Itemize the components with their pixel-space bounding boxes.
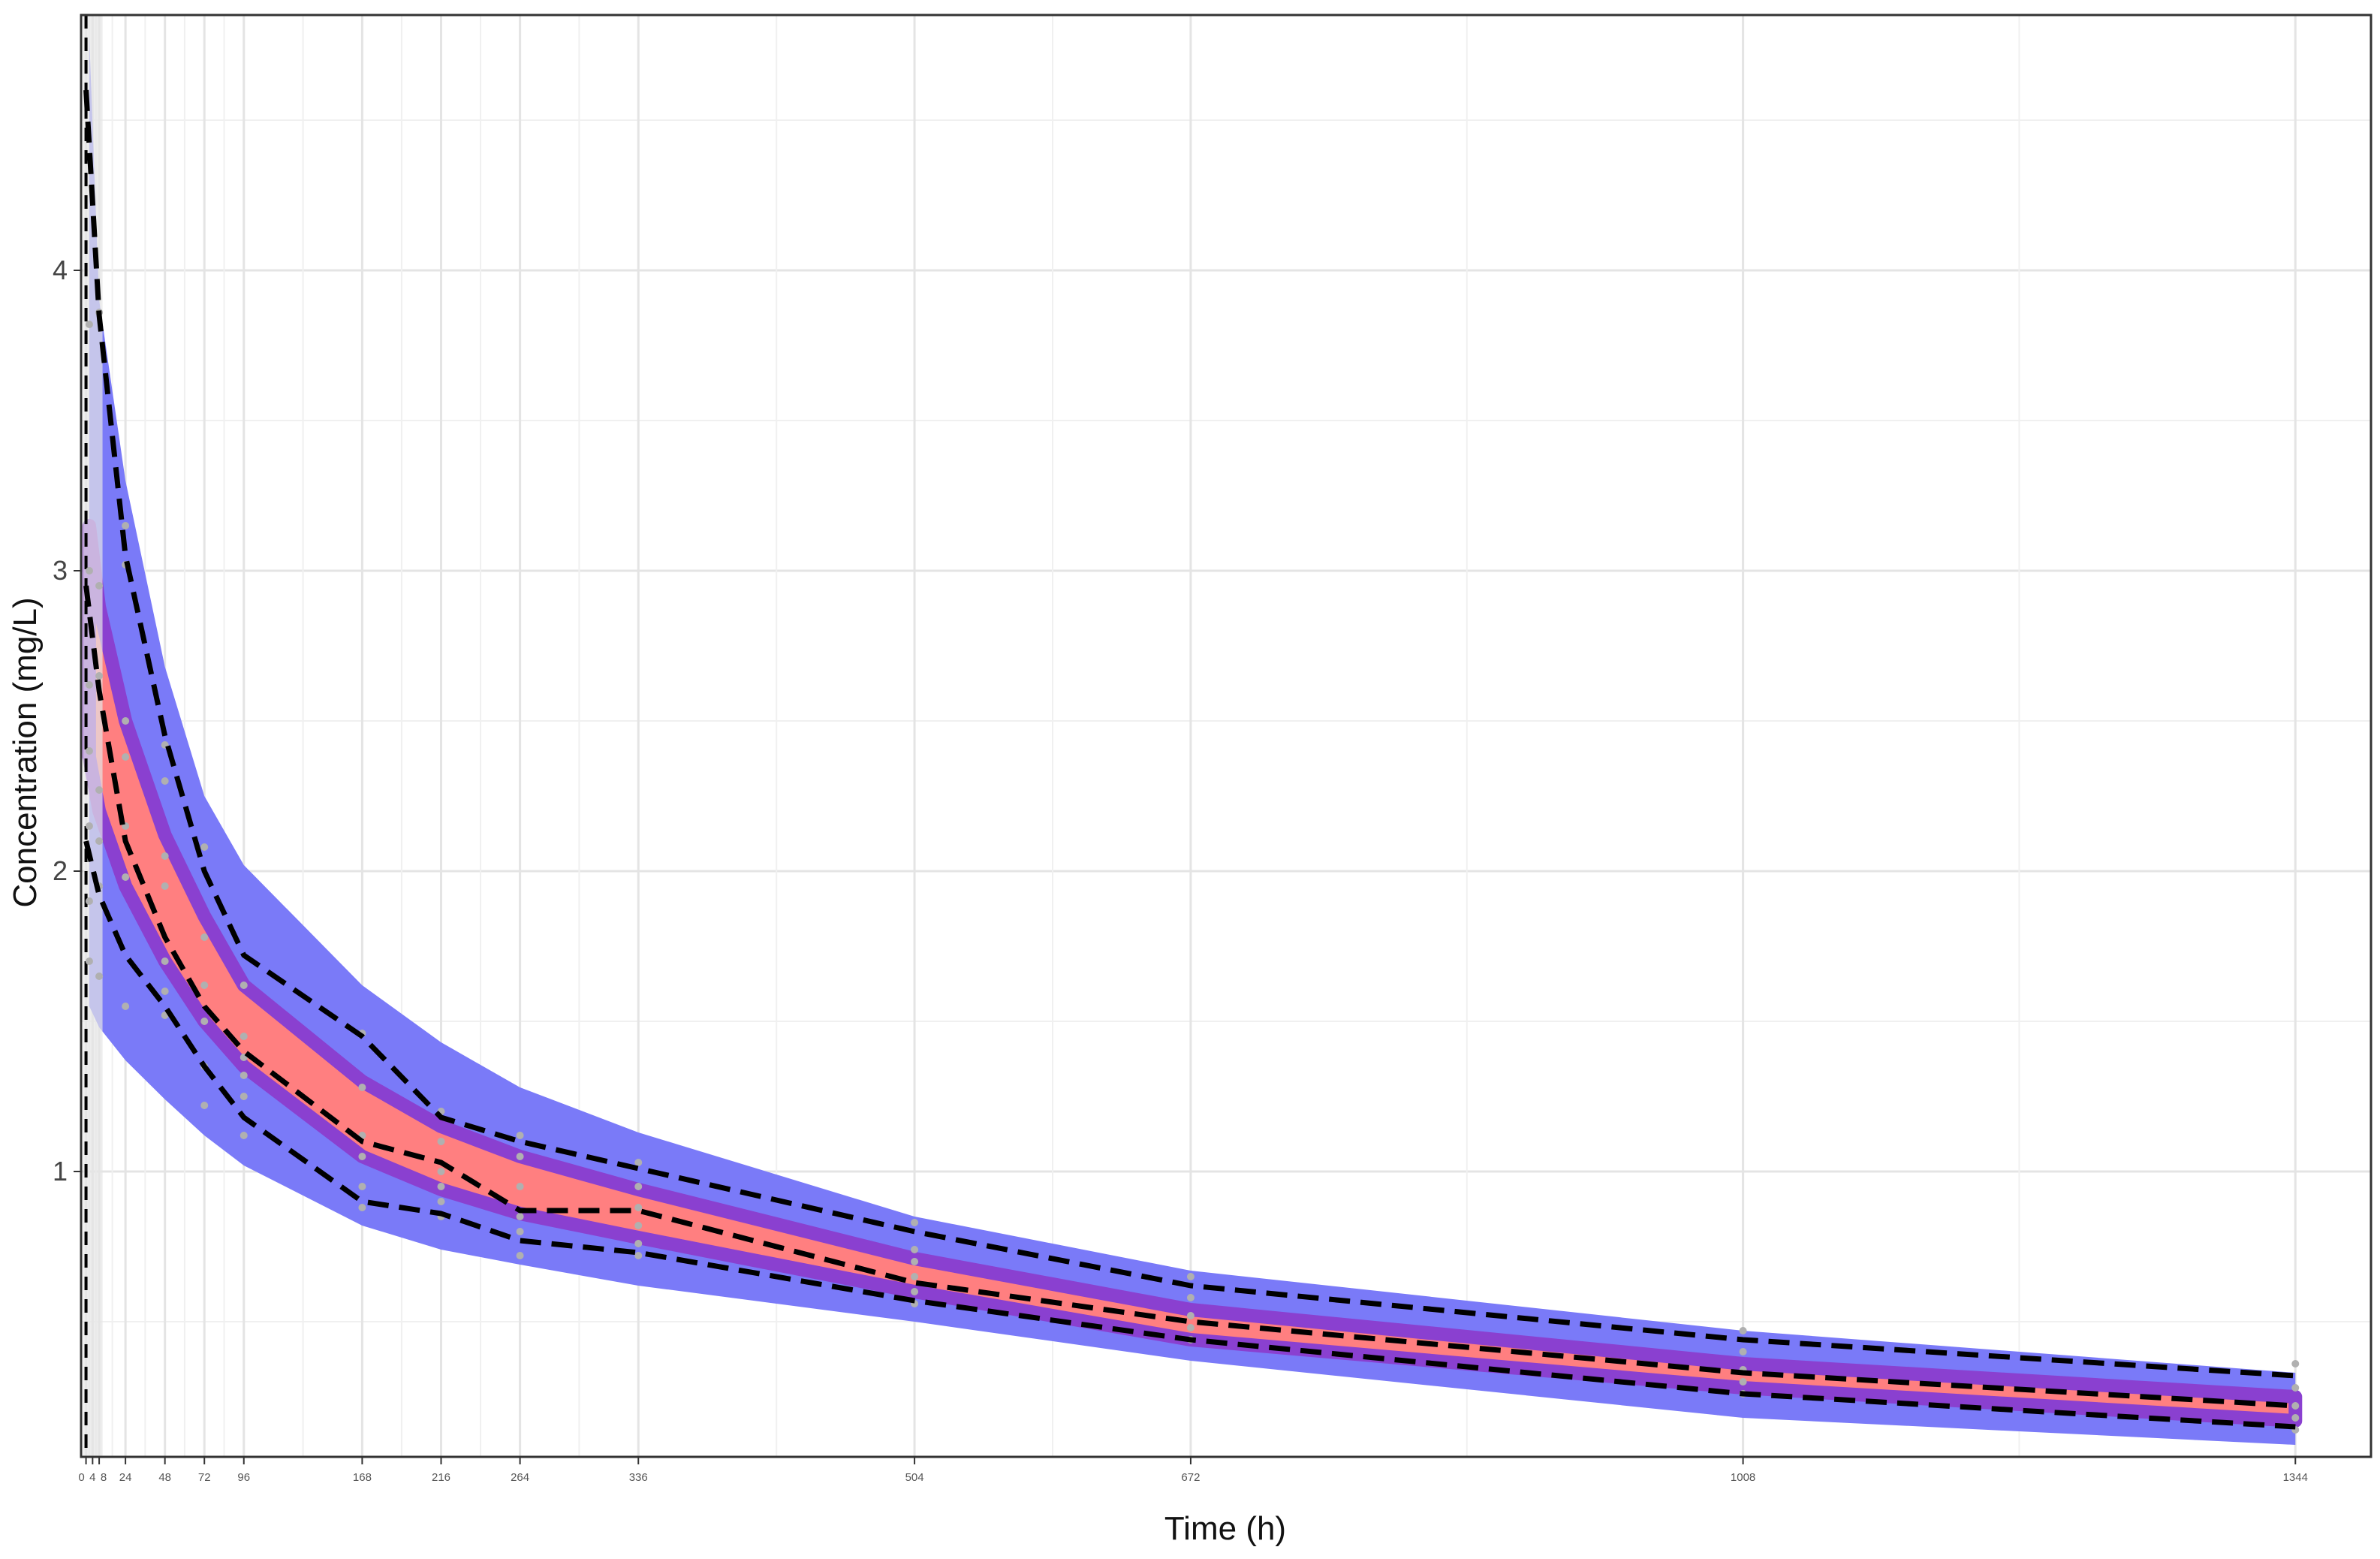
x-tick-label: 48 — [158, 1471, 171, 1484]
observed-point — [200, 1018, 209, 1025]
y-tick-label: 4 — [53, 255, 68, 285]
observed-point — [516, 1183, 524, 1190]
observed-point — [437, 1138, 445, 1145]
observed-point — [161, 882, 169, 890]
observed-point — [161, 852, 169, 860]
observed-point — [1186, 1273, 1195, 1280]
observed-percentile-line — [83, 585, 2296, 1409]
observed-point — [161, 777, 169, 785]
y-tick-label: 1 — [53, 1156, 68, 1187]
observed-point — [85, 822, 93, 830]
observed-point — [911, 1273, 919, 1280]
observed-point — [1739, 1327, 1747, 1334]
x-tick-label: 96 — [237, 1471, 250, 1484]
observed-point — [1186, 1312, 1195, 1319]
observed-point — [95, 786, 104, 794]
observed-point — [1186, 1294, 1195, 1301]
observed-point — [358, 1153, 366, 1160]
x-tick-label: 1008 — [1731, 1471, 1755, 1484]
observed-point — [634, 1159, 643, 1166]
observed-point — [634, 1183, 643, 1190]
observed-point — [240, 1033, 248, 1040]
observed-point — [95, 582, 104, 590]
observed-percentile-line — [83, 89, 2296, 1379]
x-tick-label: 8 — [101, 1471, 107, 1484]
observed-point — [200, 1102, 209, 1109]
observed-point — [240, 1132, 248, 1139]
observed-point — [95, 972, 104, 980]
observed-point — [911, 1258, 919, 1265]
observed-point — [1739, 1348, 1747, 1355]
observed-point — [122, 717, 130, 725]
x-tick-label: 168 — [353, 1471, 372, 1484]
observed-point — [161, 988, 169, 995]
observed-point — [911, 1219, 919, 1226]
observed-point — [516, 1252, 524, 1259]
x-tick-label: 264 — [511, 1471, 529, 1484]
x-tick-label: 336 — [629, 1471, 648, 1484]
observed-point — [161, 957, 169, 965]
dosing-markers — [83, 15, 103, 1457]
y-axis-title: Concentration (mg/L) — [7, 597, 44, 907]
observed-point — [2291, 1414, 2300, 1422]
observed-point — [200, 843, 209, 851]
x-tick-label: 0 — [78, 1471, 84, 1484]
observed-point — [2291, 1402, 2300, 1410]
x-axis-title: Time (h) — [1164, 1510, 1286, 1547]
x-tick-label: 72 — [198, 1471, 211, 1484]
observed-point — [85, 957, 93, 965]
observed-point — [85, 897, 93, 905]
observed-point — [911, 1246, 919, 1253]
plot-panel-border — [80, 14, 2372, 1458]
observed-point — [358, 1204, 366, 1211]
observed-point — [95, 672, 104, 680]
observed-point — [122, 1003, 130, 1010]
x-tick-label: 672 — [1181, 1471, 1200, 1484]
observed-point — [634, 1204, 643, 1211]
x-tick-label: 4 — [89, 1471, 95, 1484]
observed-point — [358, 1084, 366, 1091]
x-tick-label: 24 — [119, 1471, 132, 1484]
observed-point — [516, 1153, 524, 1160]
observed-point — [200, 933, 209, 941]
y-tick-label: 2 — [53, 855, 68, 886]
observed-percentile-lines — [83, 89, 2296, 1430]
observed-point — [437, 1183, 445, 1190]
observed-point — [85, 681, 93, 689]
observed-point — [122, 522, 130, 529]
y-tick-label: 3 — [53, 555, 68, 586]
y-axis-ticks: 1 2 3 4 — [53, 255, 81, 1187]
observed-point — [634, 1240, 643, 1247]
observed-point — [437, 1198, 445, 1205]
observed-point — [911, 1288, 919, 1295]
observed-point — [240, 1072, 248, 1079]
observed-point — [2291, 1384, 2300, 1392]
x-tick-label: 504 — [905, 1471, 924, 1484]
observed-point — [2291, 1360, 2300, 1368]
observed-point — [358, 1183, 366, 1190]
observed-point — [516, 1213, 524, 1220]
observed-point — [437, 1168, 445, 1175]
observed-point — [85, 321, 93, 328]
observed-point — [516, 1228, 524, 1235]
observed-point — [516, 1132, 524, 1139]
observed-point — [85, 747, 93, 755]
x-axis-ticks: 0 4 8 24 48 72 96 168 216 264 336 504 672 1008 1344 — [78, 1457, 2308, 1484]
observed-point — [240, 982, 248, 989]
observed-point — [200, 982, 209, 989]
observed-point — [634, 1222, 643, 1229]
observed-point — [1186, 1324, 1195, 1331]
observed-point — [85, 567, 93, 574]
observed-point — [634, 1252, 643, 1259]
observed-point — [122, 753, 130, 761]
x-tick-label: 216 — [432, 1471, 450, 1484]
observed-percentile-line — [83, 840, 2296, 1430]
x-tick-label: 1344 — [2283, 1471, 2308, 1484]
observed-point — [95, 837, 104, 845]
observed-point — [240, 1093, 248, 1100]
observed-point — [122, 873, 130, 881]
observed-point — [1739, 1378, 1747, 1386]
